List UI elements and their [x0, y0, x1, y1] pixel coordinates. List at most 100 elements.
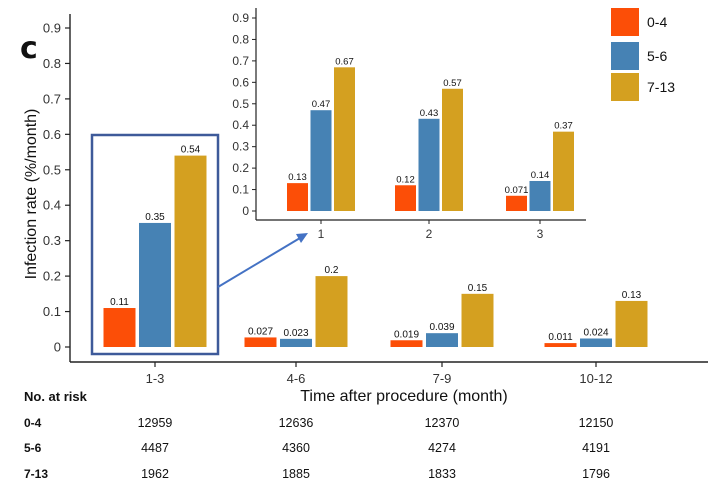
- legend-label-0-4: 0-4: [647, 14, 667, 30]
- main-y-tick-label: 0.2: [43, 269, 61, 284]
- main-x-tick-label: 4-6: [287, 371, 306, 386]
- main-y-tick-label: 0.7: [43, 91, 61, 106]
- risk-row-value: 1833: [428, 467, 456, 481]
- risk-row-value: 4360: [282, 441, 310, 455]
- main-x-axis: 1-3 4-6 7-9 10-12: [70, 361, 708, 386]
- risk-row-value: 12150: [579, 416, 614, 430]
- inset-y-tick-label: 0.1: [232, 183, 249, 197]
- main-data-label: 0.023: [283, 328, 308, 339]
- main-data-label: 0.54: [181, 145, 201, 156]
- inset-data-label: 0.14: [531, 170, 550, 181]
- inset-data-label: 0.67: [335, 56, 354, 67]
- inset-x-tick-label: 2: [426, 227, 433, 241]
- main-data-label: 0.027: [248, 326, 273, 337]
- main-data-label: 0.13: [622, 290, 642, 301]
- inset-data-label: 0.13: [288, 172, 307, 183]
- inset-data-label: 0.12: [396, 174, 415, 185]
- main-data-label: 0.11: [110, 297, 129, 308]
- inset-data-label: 0.43: [420, 108, 439, 119]
- risk-row-value: 12959: [138, 416, 173, 430]
- inset-bar-0-4-1: [287, 183, 308, 211]
- inset-bar-0-4-2: [395, 185, 416, 211]
- highlight-box: [90, 133, 220, 356]
- panel-label: c: [20, 31, 38, 66]
- main-data-label: 0.15: [468, 283, 488, 294]
- legend-label-5-6: 5-6: [647, 48, 667, 64]
- inset-y-tick-label: 0.5: [232, 97, 249, 111]
- inset-data-label: 0.47: [312, 99, 331, 110]
- inset-bar-7-13-1: [334, 67, 355, 211]
- main-bar-0-4-10-12: [544, 343, 577, 347]
- main-y-tick-label: 0.5: [43, 162, 61, 177]
- inset-data-label: 0.071: [505, 185, 529, 196]
- zoom-arrowhead: [296, 233, 308, 243]
- inset-y-tick-label: 0.6: [232, 75, 249, 89]
- main-x-tick-label: 10-12: [579, 371, 612, 386]
- inset-y-tick-label: 0.9: [232, 11, 249, 25]
- risk-row-value: 4487: [141, 441, 169, 455]
- risk-row-value: 4191: [582, 441, 610, 455]
- risk-row-group: 7-13: [24, 467, 48, 481]
- main-y-tick-label: 0.4: [43, 198, 61, 213]
- main-bar-5-6-10-12: [580, 338, 612, 347]
- inset-x-tick-label: 3: [537, 227, 544, 241]
- inset-bar-0-4-3: [506, 195, 527, 211]
- risk-table-title: No. at risk: [24, 389, 88, 404]
- risk-row-value: 1962: [141, 467, 169, 481]
- risk-row-value: 1885: [282, 467, 310, 481]
- main-data-label: 0.024: [583, 327, 608, 338]
- main-bar-7-13-4-6: [315, 276, 348, 347]
- inset-x-axis: 1 2 3: [256, 219, 586, 241]
- legend-swatch-0-4: [611, 8, 639, 36]
- risk-row-value: 12636: [279, 416, 314, 430]
- inset-bar-7-13-2: [442, 88, 463, 211]
- legend-swatch-5-6: [611, 42, 639, 70]
- inset-data-label: 0.37: [554, 121, 573, 132]
- main-data-label: 0.2: [325, 265, 339, 276]
- inset-bar-5-6-2: [418, 118, 440, 211]
- main-data-label: 0.039: [429, 322, 454, 333]
- main-bar-0-4-4-6: [244, 337, 277, 347]
- risk-row-group: 0-4: [24, 416, 42, 430]
- main-data-label: 0.011: [548, 332, 573, 343]
- main-bar-7-13-7-9: [461, 293, 494, 347]
- main-y-tick-label: 0.3: [43, 233, 61, 248]
- y-axis-title: Infection rate (%/month): [23, 109, 40, 280]
- legend-label-7-13: 7-13: [647, 79, 675, 95]
- main-bar-5-6-4-6: [280, 338, 312, 347]
- main-data-label: 0.35: [145, 212, 165, 223]
- risk-row-value: 12370: [425, 416, 460, 430]
- main-bar-0-4-1-3: [103, 308, 136, 347]
- inset-bar-5-6-1: [310, 110, 332, 211]
- inset-data-label: 0.57: [443, 78, 462, 89]
- main-bar-0-4-7-9: [390, 340, 423, 347]
- risk-row-group: 5-6: [24, 441, 42, 455]
- inset-y-axis: 0 0.1 0.2 0.3 0.4 0.5 0.6 0.7 0.8 0.9: [232, 8, 257, 220]
- main-bar-5-6-7-9: [426, 333, 458, 347]
- main-y-axis: 0 0.1 0.2 0.3 0.4 0.5 0.6 0.7 0.8 0.9: [43, 14, 71, 362]
- inset-y-tick-label: 0.3: [232, 140, 249, 154]
- inset-y-tick-label: 0.4: [232, 118, 249, 132]
- risk-row-value: 4274: [428, 441, 456, 455]
- main-y-tick-label: 0.9: [43, 21, 61, 36]
- legend: 0-4 5-6 7-13: [611, 8, 675, 101]
- inset-y-tick-label: 0.8: [232, 32, 249, 46]
- inset-bar-5-6-3: [529, 180, 551, 211]
- inset-y-tick-label: 0.7: [232, 54, 249, 68]
- main-y-tick-label: 0.6: [43, 127, 61, 142]
- main-y-tick-label: 0: [54, 340, 61, 355]
- main-data-label: 0.019: [394, 329, 419, 340]
- zoom-arrow: [217, 237, 301, 288]
- legend-swatch-7-13: [611, 73, 639, 101]
- main-y-tick-label: 0.8: [43, 56, 61, 71]
- main-x-tick-label: 7-9: [433, 371, 452, 386]
- inset-y-tick-label: 0: [242, 204, 249, 218]
- x-axis-title: Time after procedure (month): [300, 388, 507, 405]
- main-bar-7-13-1-3: [174, 155, 207, 347]
- main-bars: 0.110.350.540.027 0.0230.20.0190.0390.150…: [103, 145, 648, 347]
- inset-bar-7-13-3: [553, 131, 574, 211]
- inset-x-tick-label: 1: [318, 227, 325, 241]
- main-x-tick-label: 1-3: [146, 371, 165, 386]
